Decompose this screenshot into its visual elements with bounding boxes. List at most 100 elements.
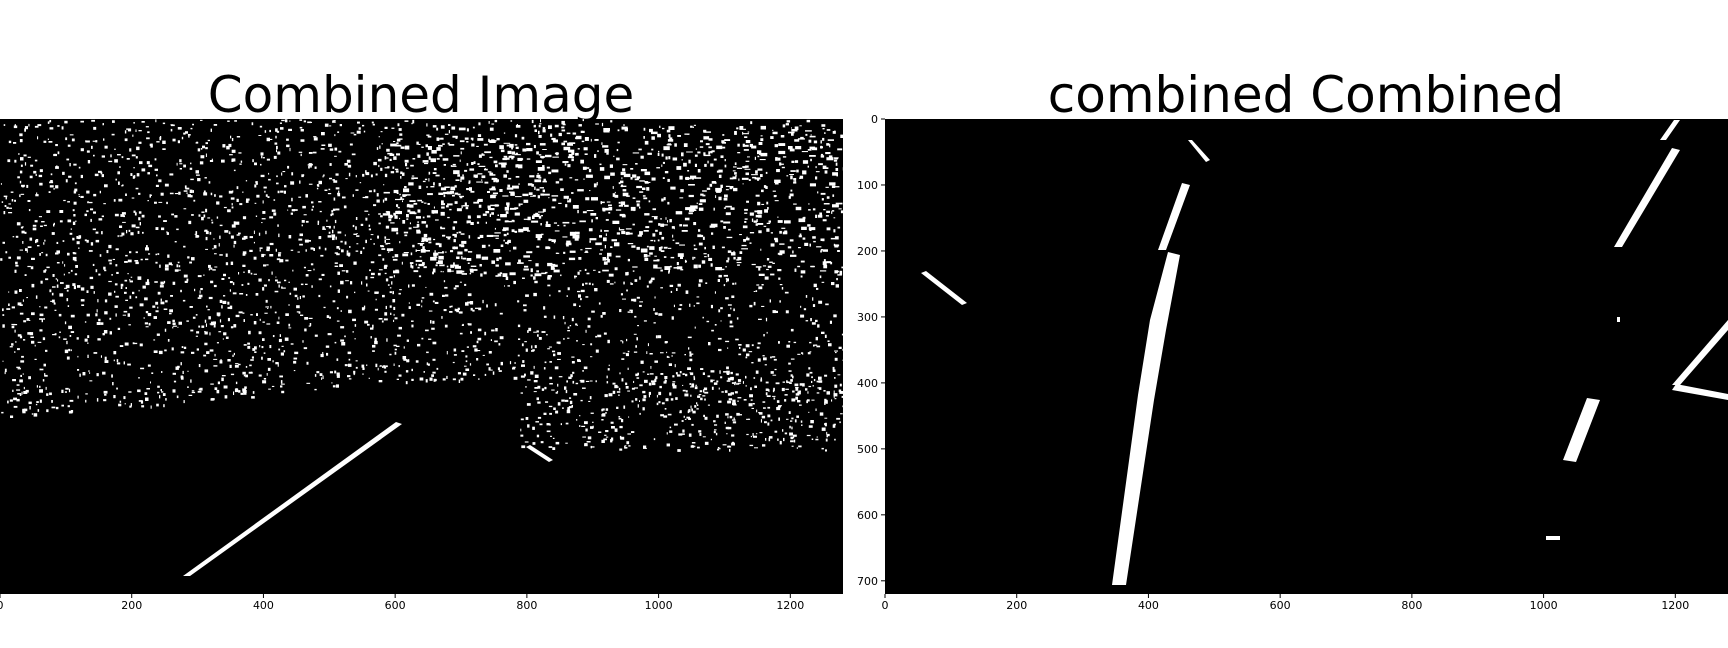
edge-pixel <box>336 358 339 361</box>
edge-pixel <box>571 405 573 408</box>
edge-pixel <box>504 206 509 211</box>
edge-pixel <box>799 383 803 386</box>
edge-pixel <box>800 275 803 278</box>
edge-pixel <box>639 384 643 387</box>
edge-pixel <box>203 274 205 276</box>
edge-pixel <box>821 198 824 201</box>
edge-pixel <box>820 146 823 149</box>
edge-pixel <box>112 382 114 386</box>
edge-pixel <box>656 167 660 169</box>
edge-pixel <box>207 217 211 219</box>
edge-pixel <box>627 243 634 245</box>
edge-pixel <box>66 298 69 302</box>
edge-pixel <box>468 180 471 184</box>
edge-pixel <box>255 183 258 185</box>
edge-pixel <box>417 199 422 202</box>
edge-pixel <box>267 367 271 371</box>
edge-pixel <box>65 179 68 183</box>
edge-pixel <box>154 168 158 171</box>
edge-pixel <box>350 132 355 134</box>
edge-pixel <box>183 164 186 168</box>
edge-pixel <box>203 190 206 194</box>
edge-pixel <box>230 281 233 283</box>
edge-pixel <box>702 194 706 197</box>
edge-pixel <box>483 143 488 146</box>
edge-pixel <box>763 225 767 227</box>
edge-pixel <box>423 233 428 238</box>
edge-pixel <box>425 286 427 288</box>
edge-pixel <box>469 168 475 171</box>
edge-pixel <box>466 258 472 261</box>
edge-pixel <box>168 262 172 266</box>
edge-pixel <box>779 252 783 256</box>
edge-pixel <box>669 265 672 268</box>
edge-pixel <box>417 154 421 158</box>
edge-pixel <box>326 226 330 228</box>
edge-pixel <box>33 170 37 174</box>
edge-pixel <box>165 398 167 401</box>
edge-pixel <box>213 365 218 367</box>
edge-pixel <box>225 336 229 339</box>
edge-pixel <box>761 305 765 307</box>
edge-pixel <box>235 388 238 390</box>
edge-pixel <box>8 303 10 306</box>
edge-pixel <box>582 283 584 286</box>
edge-pixel <box>585 443 587 446</box>
edge-pixel <box>35 173 37 176</box>
edge-pixel <box>37 124 42 127</box>
edge-pixel <box>393 156 397 160</box>
edge-pixel <box>651 131 658 135</box>
edge-pixel <box>748 179 751 181</box>
edge-pixel <box>5 251 8 254</box>
edge-pixel <box>687 133 690 135</box>
edge-pixel <box>722 134 725 136</box>
edge-pixel <box>790 379 793 382</box>
edge-pixel <box>791 426 793 430</box>
edge-pixel <box>450 250 454 253</box>
edge-pixel <box>477 198 483 202</box>
edge-pixel <box>571 356 575 358</box>
x-tick-label: 200 <box>121 599 142 612</box>
edge-pixel <box>461 350 465 352</box>
edge-pixel <box>277 281 281 284</box>
edge-pixel <box>196 348 199 351</box>
edge-pixel <box>368 228 371 231</box>
edge-pixel <box>678 433 683 436</box>
edge-pixel <box>589 240 591 243</box>
edge-pixel <box>428 237 432 241</box>
edge-pixel <box>406 204 412 208</box>
edge-pixel <box>282 171 286 173</box>
edge-pixel <box>197 297 202 299</box>
edge-pixel <box>470 269 474 273</box>
edge-pixel <box>433 168 437 171</box>
edge-pixel <box>761 284 764 286</box>
edge-pixel <box>27 246 32 248</box>
edge-pixel <box>816 392 820 394</box>
edge-pixel <box>258 135 262 136</box>
edge-pixel <box>14 351 16 353</box>
edge-pixel <box>752 176 756 179</box>
edge-pixel <box>614 384 618 389</box>
edge-pixel <box>738 414 742 416</box>
edge-pixel <box>31 413 34 415</box>
edge-pixel <box>305 249 307 252</box>
edge-pixel <box>688 159 691 164</box>
edge-pixel <box>43 140 47 143</box>
edge-pixel <box>581 140 585 143</box>
left-image-area <box>0 119 843 594</box>
edge-pixel <box>184 280 188 283</box>
edge-pixel <box>262 338 265 341</box>
edge-pixel <box>621 419 624 423</box>
edge-pixel <box>729 186 734 189</box>
edge-pixel <box>531 371 534 373</box>
edge-pixel <box>388 218 392 222</box>
edge-pixel <box>579 220 586 223</box>
edge-pixel <box>604 230 609 232</box>
edge-pixel <box>533 380 538 383</box>
edge-pixel <box>534 124 536 127</box>
edge-pixel <box>344 335 346 338</box>
edge-pixel <box>103 266 106 270</box>
edge-pixel <box>222 144 226 148</box>
edge-pixel <box>688 184 695 186</box>
edge-pixel <box>710 223 718 228</box>
